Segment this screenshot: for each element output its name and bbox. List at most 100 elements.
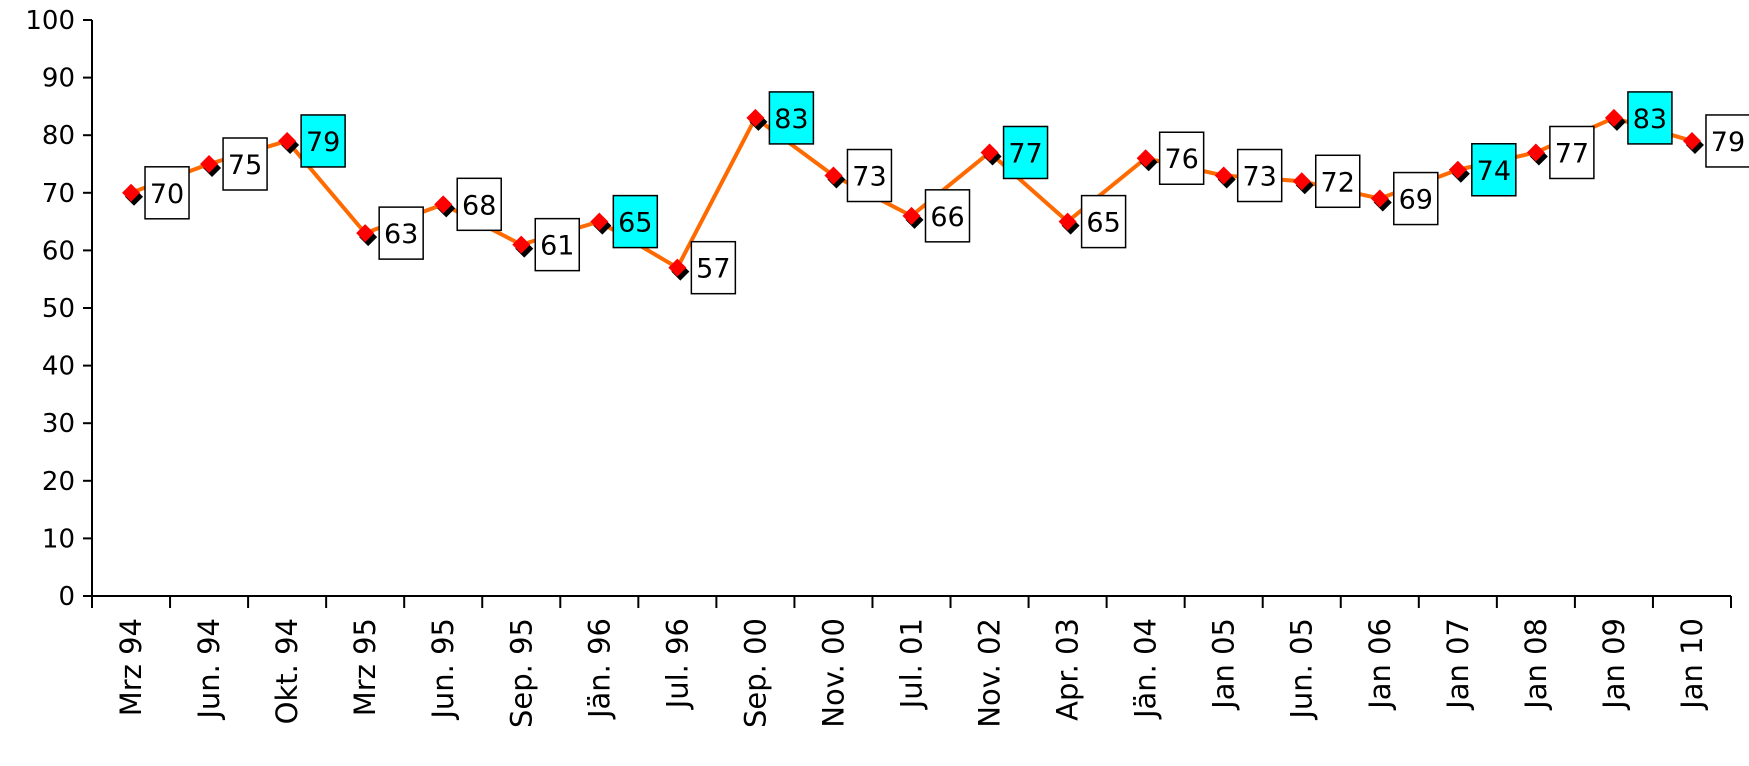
data-point-marker [122, 183, 141, 202]
x-category-label: Jan 07 [1441, 618, 1475, 711]
x-category-label: Jun. 95 [426, 618, 460, 721]
data-point [668, 258, 690, 281]
data-point-marker [1526, 143, 1545, 162]
data-label-box [1158, 131, 1205, 185]
y-tick-label: 30 [42, 409, 75, 439]
data-label: 66 [924, 189, 971, 243]
data-label-box [1549, 125, 1595, 180]
data-label: 72 [1314, 154, 1361, 209]
data-label-value: 69 [1399, 185, 1433, 216]
y-tick-label: 0 [58, 582, 75, 612]
data-label-box [378, 206, 424, 260]
data-label: 65 [612, 194, 659, 249]
data-label: 73 [846, 148, 893, 203]
x-category-label: Mrz 95 [348, 618, 382, 716]
data-label: 83 [768, 91, 815, 145]
x-category-label: Apr. 03 [1051, 618, 1085, 721]
data-point [434, 195, 456, 218]
data-label: 79 [1705, 114, 1749, 168]
x-category-label: Jan 09 [1597, 618, 1631, 711]
data-point-marker [1136, 149, 1155, 168]
data-label-value: 83 [774, 104, 808, 135]
data-point-marker [1448, 160, 1467, 179]
data-label-box [846, 148, 893, 203]
data-point-marker [1292, 172, 1311, 191]
data-point-marker [434, 195, 453, 214]
y-tick-label: 10 [42, 524, 75, 554]
data-label-value: 79 [1711, 127, 1745, 158]
data-point-marker [1214, 166, 1233, 185]
x-category-label: Jän. 96 [582, 618, 616, 720]
data-point [1604, 108, 1626, 131]
data-label-value: 63 [384, 219, 418, 250]
data-label: 70 [144, 166, 190, 220]
data-label-box [144, 166, 190, 220]
data-label: 75 [222, 137, 268, 191]
data-point-marker [356, 224, 375, 243]
x-category-label: Sep. 95 [504, 618, 538, 728]
x-category-label: Okt. 94 [270, 618, 304, 724]
data-point-marker [980, 143, 999, 162]
data-point-marker [746, 108, 765, 127]
data-label: 77 [1549, 125, 1595, 180]
data-label-box [1002, 125, 1049, 180]
x-category-label: Nov. 02 [973, 618, 1007, 728]
data-point-marker [1370, 189, 1389, 208]
x-category-label: Jan 05 [1207, 618, 1241, 711]
data-point [1682, 131, 1704, 154]
y-tick-label: 60 [42, 236, 75, 266]
data-label-value: 61 [540, 231, 574, 262]
data-label-box [924, 189, 971, 243]
y-tick-label: 70 [42, 179, 75, 209]
data-label-box [690, 240, 737, 295]
data-label-value: 75 [228, 150, 262, 181]
data-point [1136, 149, 1158, 172]
y-tick-label: 100 [25, 6, 75, 36]
data-label: 77 [1002, 125, 1049, 180]
y-tick-label: 50 [42, 294, 75, 324]
data-label-box [612, 194, 659, 249]
data-point [278, 131, 300, 154]
x-category-label: Jan 08 [1519, 618, 1553, 711]
data-labels-layer: 70 75 79 63 68 61 65 57 83 73 66 77 65 76 73 72 69 74 77 83… [144, 91, 1749, 295]
data-label-value: 68 [462, 190, 496, 221]
data-point-marker [902, 206, 921, 225]
data-point [1292, 172, 1314, 195]
data-point [1214, 166, 1236, 189]
data-label: 68 [456, 177, 502, 232]
data-label-value: 79 [306, 127, 340, 158]
data-point [1370, 189, 1392, 212]
data-label: 65 [1080, 194, 1127, 249]
data-point [902, 206, 924, 229]
data-point [356, 224, 378, 247]
data-label-box [456, 177, 502, 232]
y-tick-label: 20 [42, 467, 75, 497]
data-label-value: 74 [1477, 156, 1511, 187]
data-label-box [534, 217, 581, 272]
data-label-value: 65 [618, 208, 652, 239]
data-point [1526, 143, 1548, 166]
data-label: 83 [1627, 91, 1673, 145]
data-label-box [1627, 91, 1673, 145]
data-point-marker [1058, 212, 1077, 231]
series-line [130, 115, 1693, 270]
data-label-value: 73 [1243, 162, 1277, 193]
data-label-box [1080, 194, 1127, 249]
data-label-box [222, 137, 268, 191]
data-label-value: 83 [1633, 104, 1667, 135]
data-label: 57 [690, 240, 737, 295]
axes: 0 10 20 30 40 50 60 70 80 90 100 Mrz 94 Jun. 94 Okt. … [25, 6, 1732, 728]
series-layer [122, 108, 1704, 281]
x-category-label: Mrz 94 [114, 618, 148, 716]
data-label-value: 57 [696, 254, 730, 285]
data-point [980, 143, 1002, 166]
data-point-marker [278, 131, 297, 150]
data-label-value: 70 [150, 179, 184, 210]
x-category-label: Jan 10 [1675, 618, 1709, 711]
data-label-value: 76 [1164, 144, 1198, 175]
data-point-marker [590, 212, 609, 231]
data-point-marker [668, 258, 687, 277]
data-label: 63 [378, 206, 424, 260]
y-tick-label: 90 [42, 64, 75, 94]
data-label: 69 [1393, 171, 1439, 226]
